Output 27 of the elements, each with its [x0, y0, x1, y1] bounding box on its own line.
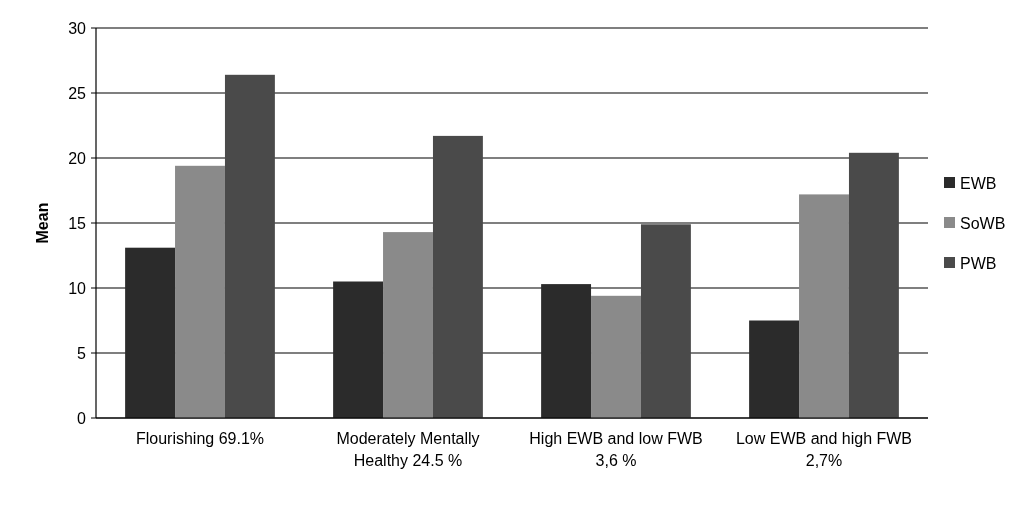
- legend-label: SoWB: [960, 214, 1006, 232]
- x-tick-label: Low EWB and high FWB 2,7%: [735, 430, 913, 469]
- bar: [640, 224, 691, 418]
- y-tick-label: 30: [68, 19, 87, 37]
- bar: [799, 194, 849, 418]
- y-tick-label: 5: [77, 344, 87, 362]
- bar: [848, 152, 899, 418]
- y-tick-label: 15: [68, 214, 87, 232]
- x-tick-label: High EWB and low FWB 3,6 %: [529, 430, 703, 469]
- bar: [175, 165, 225, 418]
- bar: [541, 284, 592, 418]
- bar: [383, 232, 433, 418]
- bar: [125, 247, 176, 418]
- bar: [749, 320, 800, 418]
- y-tick-label: 25: [68, 84, 87, 102]
- y-axis-title: Mean: [34, 202, 51, 244]
- bar: [224, 74, 275, 418]
- x-tick-label: Flourishing 69.1%: [135, 430, 265, 447]
- bar: [333, 281, 384, 418]
- bar: [591, 295, 641, 418]
- y-tick-label: 20: [68, 149, 87, 167]
- legend-label: EWB: [960, 174, 997, 192]
- y-tick-label: 0: [77, 409, 87, 427]
- legend-label: PWB: [960, 254, 997, 272]
- y-tick-label: 10: [68, 279, 87, 297]
- bar: [432, 135, 483, 418]
- x-tick-label: Moderately Mentally Healthy 24.5 %: [336, 430, 480, 469]
